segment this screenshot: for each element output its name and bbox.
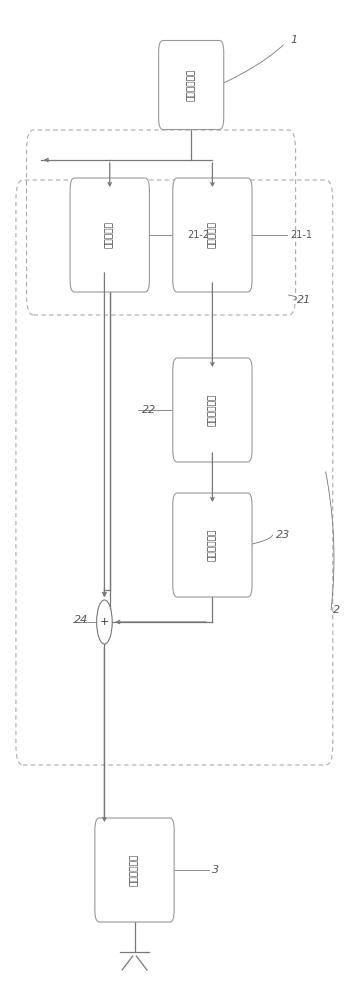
FancyBboxPatch shape [173, 493, 252, 597]
Text: 21: 21 [297, 295, 312, 305]
Text: +: + [100, 617, 109, 627]
Text: 第二处理单元: 第二处理单元 [208, 529, 217, 561]
Text: 24: 24 [74, 615, 88, 625]
Text: 21-1: 21-1 [290, 230, 312, 240]
Text: 声音采集单元: 声音采集单元 [187, 69, 196, 101]
FancyBboxPatch shape [159, 40, 224, 129]
FancyBboxPatch shape [173, 358, 252, 462]
FancyBboxPatch shape [95, 818, 174, 922]
FancyBboxPatch shape [173, 178, 252, 292]
Text: 声音采集器: 声音采集器 [208, 222, 217, 248]
Text: 22: 22 [142, 405, 156, 415]
Circle shape [97, 600, 112, 644]
Text: 3: 3 [212, 865, 219, 875]
FancyBboxPatch shape [70, 178, 149, 292]
Text: 1: 1 [290, 35, 297, 45]
Text: 21-2: 21-2 [188, 230, 210, 240]
Text: 声音输出单元: 声音输出单元 [130, 854, 139, 886]
Text: 2: 2 [333, 605, 340, 615]
Text: 23: 23 [276, 530, 290, 540]
Text: 噪声参考单元: 噪声参考单元 [208, 394, 217, 426]
Text: 声音采集器: 声音采集器 [105, 222, 114, 248]
